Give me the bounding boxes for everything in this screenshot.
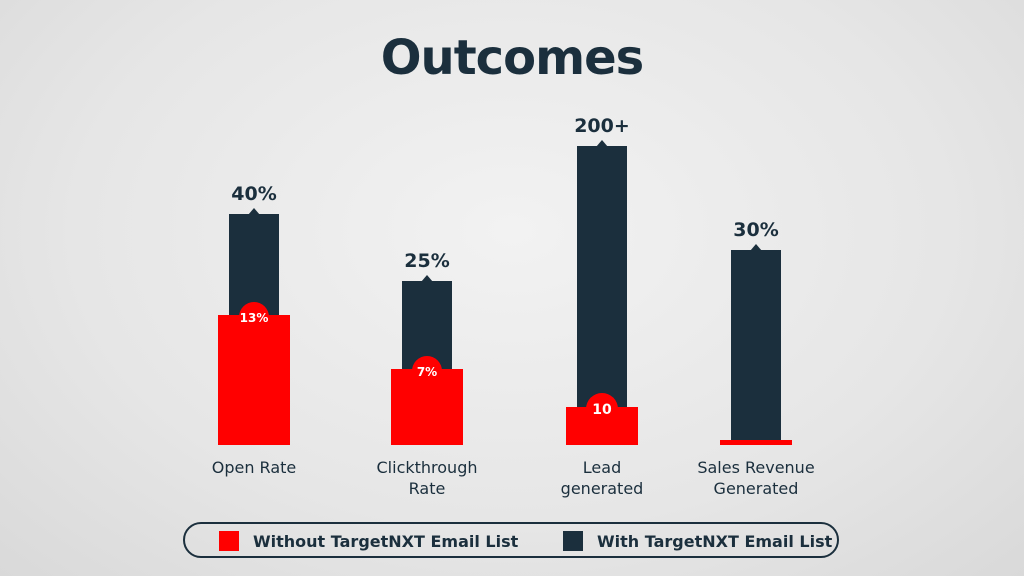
bar-with-marker-0 (248, 208, 260, 215)
category-label-3: Sales Revenue Generated (697, 458, 814, 498)
category-label-0: Open Rate (212, 458, 297, 477)
legend-label-without: Without TargetNXT Email List (253, 531, 519, 551)
bar-with-label-1: 25% (404, 250, 449, 272)
chart-title: Outcomes (380, 30, 645, 86)
bar-with-marker-2 (596, 140, 608, 147)
bar-with-label-3: 30% (733, 219, 778, 241)
bar-without-label-2: 10 (592, 402, 612, 418)
category-label-1: Clickthrough Rate (377, 458, 478, 498)
bar-without-bubble-0 (239, 302, 269, 332)
legend-item-without: Without TargetNXT Email List (219, 531, 518, 551)
bar-with-label-2: 200+ (574, 115, 630, 137)
bar-without-bubble-2 (586, 393, 618, 425)
legend-swatch-with (563, 531, 583, 551)
bar-without-bubble-1 (412, 356, 442, 386)
bar-chart: 40% 13% Open Rate 25% 7% Clickthrough Rate 200+… (212, 115, 815, 498)
bar-without-label-0: 13% (240, 311, 269, 325)
bar-without-3 (720, 440, 792, 445)
category-label-2: Lead generated (561, 458, 644, 498)
bar-without-label-1: 7% (417, 365, 437, 379)
bar-with-3 (731, 250, 781, 445)
bar-with-marker-3 (750, 244, 762, 251)
bar-with-marker-1 (421, 275, 433, 282)
bar-without-0 (218, 315, 290, 445)
legend-label-with: With TargetNXT Email List (597, 531, 833, 551)
legend-swatch-without (219, 531, 239, 551)
legend-item-with: With TargetNXT Email List (563, 531, 832, 551)
legend: Without TargetNXT Email List With Target… (183, 522, 839, 558)
bar-with-label-0: 40% (231, 183, 276, 205)
